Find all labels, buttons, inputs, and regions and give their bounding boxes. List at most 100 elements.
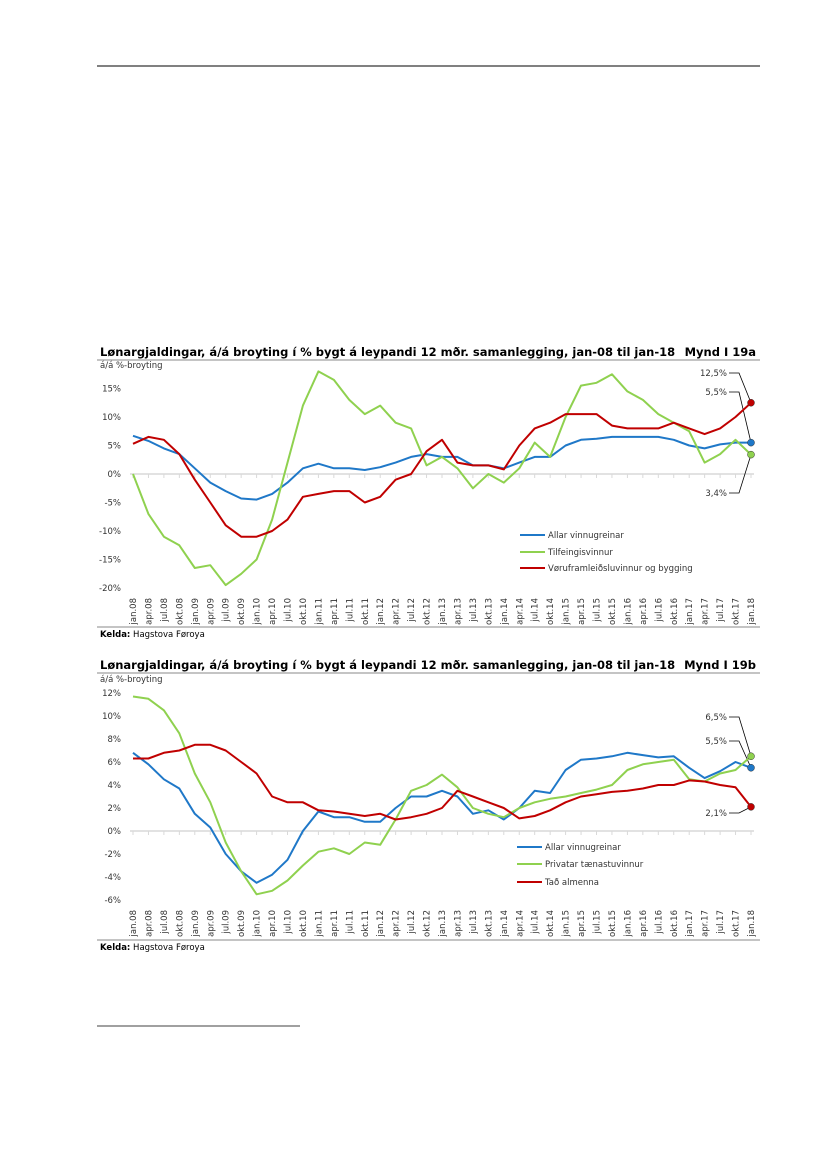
- x-tick-label: jul.17: [716, 910, 726, 935]
- source-label: Kelda:: [100, 943, 130, 953]
- x-tick-label: okt.14: [546, 598, 556, 625]
- x-tick-label: jan.08: [129, 598, 139, 625]
- source-note: Kelda: Hagstova Føroya: [100, 630, 205, 640]
- x-tick-label: apr.11: [330, 910, 340, 937]
- x-tick-label: apr.14: [515, 598, 525, 625]
- x-tick-label: okt.13: [484, 598, 494, 625]
- y-tick-label: 10%: [102, 712, 121, 722]
- y-tick-label: 10%: [102, 413, 121, 423]
- x-tick-label: apr.08: [144, 910, 154, 937]
- x-tick-label: apr.12: [392, 598, 402, 625]
- x-tick-label: apr.10: [268, 598, 278, 625]
- x-tick-label: jan.13: [438, 598, 448, 625]
- series-line-2: [132, 695, 752, 896]
- x-tick-label: jul.10: [284, 910, 294, 935]
- source-text: Hagstova Føroya: [133, 630, 205, 640]
- x-tick-label: apr.08: [144, 598, 154, 625]
- x-tick-label: okt.17: [732, 910, 742, 937]
- y-tick-label: -10%: [99, 527, 121, 537]
- x-tick-label: jul.12: [407, 910, 417, 935]
- x-tick-label: jan.15: [562, 598, 572, 625]
- end-value-label: 5,5%: [705, 388, 727, 398]
- x-tick-label: jan.08: [129, 910, 139, 937]
- end-point-marker: [747, 450, 755, 459]
- x-tick-label: jul.11: [345, 598, 355, 623]
- x-tick-label: jan.17: [685, 598, 695, 625]
- x-tick-label: okt.09: [237, 910, 247, 937]
- x-tick-label: apr.11: [330, 598, 340, 625]
- x-tick-label: apr.14: [515, 910, 525, 937]
- x-tick-label: jul.13: [469, 598, 479, 623]
- x-tick-label: jul.16: [654, 910, 664, 935]
- end-point-marker: [747, 399, 755, 407]
- figure-label: Mynd I 19b: [684, 658, 756, 672]
- source-note: Kelda: Hagstova Føroya: [100, 943, 205, 953]
- x-tick-label: jan.16: [623, 910, 633, 937]
- x-tick-label: jan.10: [253, 598, 263, 625]
- chart-title: Lønargjaldingar, á/á broyting í % bygt á…: [100, 658, 675, 672]
- series-line-1: [132, 751, 752, 884]
- x-tick-label: jul.15: [593, 598, 603, 623]
- y-axis-label: á/á %-broyting: [100, 361, 163, 371]
- x-tick-label: apr.09: [206, 910, 216, 937]
- y-tick-label: 12%: [102, 689, 121, 699]
- end-point-marker: [747, 803, 755, 811]
- y-tick-label: -4%: [104, 873, 121, 883]
- y-tick-label: 8%: [108, 735, 122, 745]
- x-tick-label: jul.16: [654, 598, 664, 623]
- legend-label: Allar vinnugreinar: [545, 843, 621, 853]
- x-tick-label: jan.17: [685, 910, 695, 937]
- x-tick-label: okt.11: [361, 910, 371, 937]
- series-line-1: [132, 434, 751, 501]
- y-axis-label: á/á %-broyting: [100, 675, 163, 685]
- x-tick-label: apr.13: [453, 910, 463, 937]
- callout-leader: [729, 372, 752, 403]
- x-tick-label: okt.14: [546, 910, 556, 937]
- series-line-3: [133, 743, 752, 821]
- x-tick-label: jan.15: [562, 910, 572, 937]
- x-tick-label: okt.15: [608, 910, 618, 937]
- y-tick-label: -15%: [99, 556, 121, 566]
- chart-19b: Lønargjaldingar, á/á broyting í % bygt á…: [97, 658, 760, 953]
- legend-label: Allar vinnugreinar: [548, 531, 624, 541]
- x-tick-label: okt.10: [299, 910, 309, 937]
- x-tick-label: apr.16: [639, 598, 649, 625]
- end-point-marker: [747, 752, 755, 760]
- y-tick-label: -5%: [104, 499, 121, 509]
- legend-label: Privatar tænastuvinnur: [545, 860, 644, 870]
- x-tick-label: jul.14: [531, 598, 541, 623]
- figure-label: Mynd I 19a: [685, 345, 756, 359]
- series-line-2: [132, 370, 752, 587]
- end-point-marker: [747, 764, 755, 772]
- legend-label: Tilfeingisvinnur: [547, 548, 613, 558]
- x-tick-label: okt.12: [423, 910, 433, 937]
- y-tick-label: 4%: [108, 781, 122, 791]
- x-tick-label: jan.14: [500, 598, 510, 625]
- x-tick-label: apr.15: [577, 598, 587, 625]
- x-tick-label: jul.17: [716, 598, 726, 623]
- series-line-3: [132, 402, 752, 538]
- x-tick-label: okt.08: [175, 910, 185, 937]
- end-value-label: 6,5%: [705, 713, 727, 723]
- x-tick-label: jul.08: [160, 598, 170, 623]
- end-value-label: 5,5%: [705, 737, 727, 747]
- x-tick-label: okt.15: [608, 598, 618, 625]
- x-tick-label: jul.08: [160, 910, 170, 935]
- chart-title: Lønargjaldingar, á/á broyting í % bygt á…: [100, 345, 675, 359]
- x-tick-label: jan.11: [314, 598, 324, 625]
- x-tick-label: okt.12: [423, 598, 433, 625]
- legend-label: Tað almenna: [544, 878, 599, 888]
- x-tick-label: okt.17: [732, 598, 742, 625]
- x-tick-label: jul.14: [531, 910, 541, 935]
- x-tick-label: jul.10: [284, 598, 294, 623]
- chart-19a: Lønargjaldingar, á/á broyting í % bygt á…: [97, 345, 760, 640]
- x-tick-label: apr.13: [453, 598, 463, 625]
- x-tick-label: apr.17: [701, 598, 711, 625]
- x-tick-label: okt.08: [175, 598, 185, 625]
- x-tick-label: okt.16: [670, 598, 680, 625]
- end-point-marker: [747, 438, 755, 447]
- x-tick-label: okt.13: [484, 910, 494, 937]
- y-tick-label: 5%: [108, 442, 122, 452]
- x-tick-label: jan.13: [438, 910, 448, 937]
